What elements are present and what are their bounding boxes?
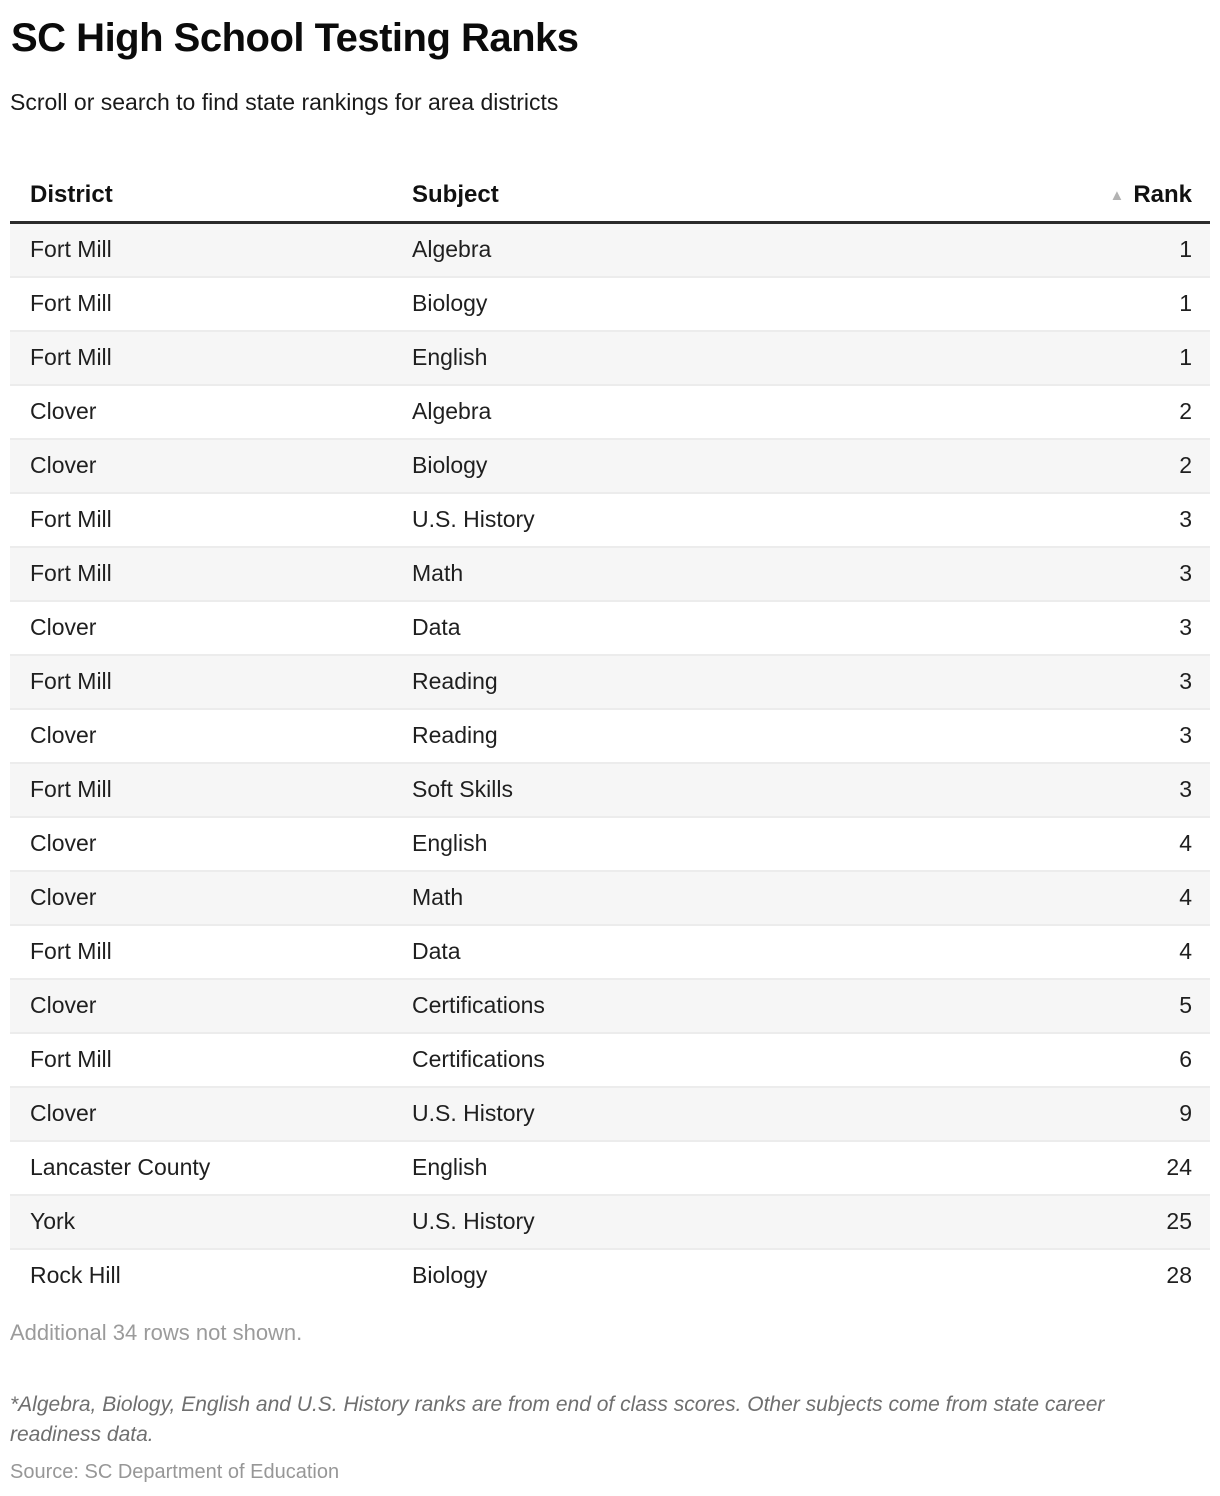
page-title: SC High School Testing Ranks (11, 16, 579, 60)
table-cell-rank: 4 (1179, 884, 1192, 911)
table-cell-subject: Certifications (412, 1046, 545, 1073)
table-row: Clover Math 4 (10, 871, 1210, 926)
table-row: Fort Mill Certifications 6 (10, 1033, 1210, 1088)
sort-ascending-icon: ▲ (1109, 187, 1125, 205)
table-cell-rank: 3 (1179, 668, 1192, 695)
table-cell-subject: English (412, 1154, 488, 1181)
table-cell-rank: 3 (1179, 776, 1192, 803)
table-cell-subject: U.S. History (412, 1208, 535, 1235)
table-body: Fort Mill Algebra 1 Fort Mill Biology 1 … (10, 223, 1210, 1302)
footnote: *Algebra, Biology, English and U.S. Hist… (10, 1392, 1105, 1447)
table-cell-subject: Reading (412, 722, 498, 749)
table-cell-rank: 4 (1179, 938, 1192, 965)
table-row: Clover Certifications 5 (10, 979, 1210, 1034)
table-row: Rock Hill Biology 28 (10, 1249, 1210, 1302)
table-cell-district: Clover (30, 992, 97, 1019)
table-cell-district: Clover (30, 452, 97, 479)
table-cell-rank: 28 (1166, 1262, 1192, 1289)
table-cell-subject: Math (412, 560, 464, 587)
table-cell-district: Fort Mill (30, 290, 112, 317)
table-cell-subject: Algebra (412, 398, 492, 425)
table-cell-subject: Math (412, 884, 464, 911)
column-header-rank[interactable]: ▲ Rank (1052, 181, 1192, 209)
table-row: Fort Mill Data 4 (10, 925, 1210, 980)
table-cell-rank: 1 (1179, 236, 1192, 263)
table-cell-rank: 25 (1166, 1208, 1192, 1235)
rankings-table: District Subject ▲ Rank Fort Mill Algebra… (10, 170, 1210, 1302)
table-cell-rank: 3 (1179, 722, 1192, 749)
table-cell-rank: 4 (1179, 830, 1192, 857)
table-cell-district: Fort Mill (30, 560, 112, 587)
table-row: Clover English 4 (10, 817, 1210, 872)
table-cell-district: Fort Mill (30, 668, 112, 695)
table-cell-subject: Certifications (412, 992, 545, 1019)
table-cell-rank: 5 (1179, 992, 1192, 1019)
table-row: Fort Mill Algebra 1 (10, 223, 1210, 278)
table-row: Clover Biology 2 (10, 439, 1210, 494)
table-cell-subject: Soft Skills (412, 776, 513, 803)
table-cell-subject: Biology (412, 452, 488, 479)
table-cell-rank: 6 (1179, 1046, 1192, 1073)
table-cell-subject: Algebra (412, 236, 492, 263)
table-cell-rank: 3 (1179, 560, 1192, 587)
table-cell-district: Clover (30, 884, 97, 911)
table-cell-district: Fort Mill (30, 506, 112, 533)
table-row: York U.S. History 25 (10, 1195, 1210, 1250)
table-cell-district: Fort Mill (30, 236, 112, 263)
table-cell-district: Fort Mill (30, 1046, 112, 1073)
table-cell-rank: 1 (1179, 344, 1192, 371)
table-row: Fort Mill English 1 (10, 331, 1210, 386)
table-cell-district: Rock Hill (30, 1262, 121, 1289)
table-cell-subject: Biology (412, 290, 488, 317)
table-cell-district: Lancaster County (30, 1154, 211, 1181)
table-cell-district: Clover (30, 398, 97, 425)
table-row: Fort Mill Math 3 (10, 547, 1210, 602)
table-row: Clover U.S. History 9 (10, 1087, 1210, 1142)
table-cell-district: Fort Mill (30, 938, 112, 965)
table-cell-subject: English (412, 344, 488, 371)
additional-rows-note: Additional 34 rows not shown. (10, 1319, 303, 1345)
table-cell-subject: Biology (412, 1262, 488, 1289)
table-row: Clover Data 3 (10, 601, 1210, 656)
table-cell-district: Clover (30, 1100, 97, 1127)
table-cell-rank: 9 (1179, 1100, 1192, 1127)
table-cell-rank: 3 (1179, 614, 1192, 641)
table-cell-subject: U.S. History (412, 506, 535, 533)
column-header-subject[interactable]: Subject (412, 181, 499, 209)
table-row: Clover Reading 3 (10, 709, 1210, 764)
table-cell-district: Clover (30, 614, 97, 641)
table-cell-rank: 24 (1166, 1154, 1192, 1181)
table-row: Clover Algebra 2 (10, 385, 1210, 440)
table-cell-district: York (30, 1208, 76, 1235)
page-subtitle: Scroll or search to find state rankings … (10, 89, 559, 115)
table-cell-subject: Data (412, 938, 461, 965)
table-cell-subject: Reading (412, 668, 498, 695)
table-row: Lancaster County English 24 (10, 1141, 1210, 1196)
table-row: Fort Mill Biology 1 (10, 277, 1210, 332)
table-cell-rank: 2 (1179, 398, 1192, 425)
table-cell-rank: 3 (1179, 506, 1192, 533)
column-header-rank-label: Rank (1133, 181, 1192, 209)
table-cell-district: Clover (30, 830, 97, 857)
table-row: Fort Mill Soft Skills 3 (10, 763, 1210, 818)
table-cell-district: Fort Mill (30, 344, 112, 371)
table-cell-subject: Data (412, 614, 461, 641)
table-cell-rank: 1 (1179, 290, 1192, 317)
column-header-district[interactable]: District (30, 181, 113, 209)
table-row: Fort Mill Reading 3 (10, 655, 1210, 710)
table-cell-rank: 2 (1179, 452, 1192, 479)
table-header-row: District Subject ▲ Rank (10, 170, 1210, 224)
table-row: Fort Mill U.S. History 3 (10, 493, 1210, 548)
table-cell-subject: U.S. History (412, 1100, 535, 1127)
source-attribution: Source: SC Department of Education (10, 1460, 340, 1483)
table-cell-subject: English (412, 830, 488, 857)
table-cell-district: Clover (30, 722, 97, 749)
table-cell-district: Fort Mill (30, 776, 112, 803)
